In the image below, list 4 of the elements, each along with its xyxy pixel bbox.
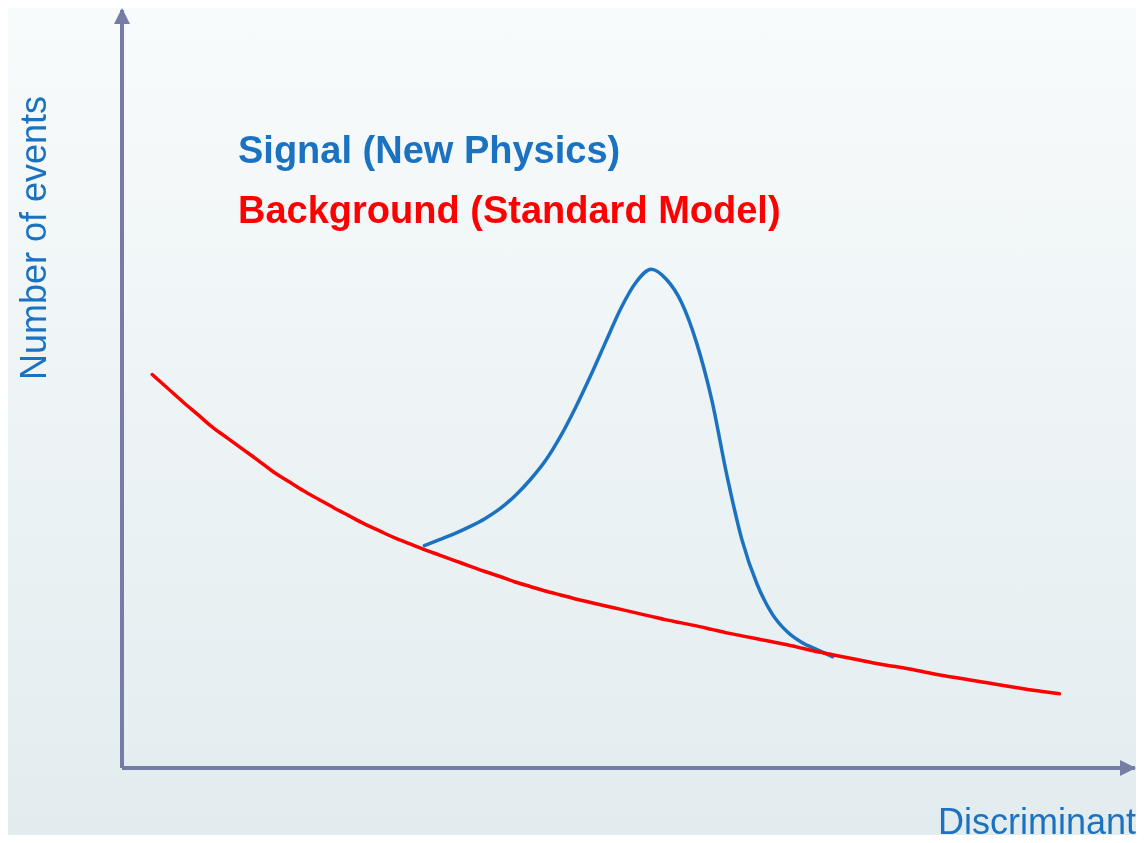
text: Background (Standard Model) — [238, 188, 781, 233]
x-axis-title: Discriminant — [937, 801, 1136, 843]
text: Signal (New Physics) — [238, 128, 622, 173]
y-axis-title: Number of events — [13, 95, 55, 381]
